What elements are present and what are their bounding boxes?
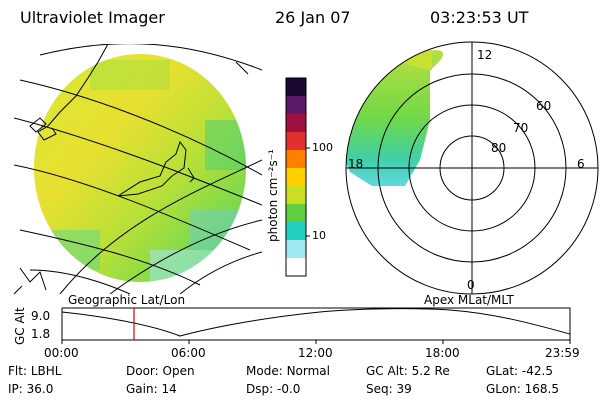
observation-date: 26 Jan 07 [275,8,351,27]
lat-label-70: 70 [513,121,528,135]
observation-time: 03:23:53 UT [430,8,529,27]
status-gain: Gain: 14 [126,382,177,396]
alt-xtick-1800: 18:00 [425,346,460,360]
colorbar-segment [286,258,306,277]
mlt-label-12: 12 [477,48,492,62]
colorbar-segment [286,204,306,223]
colorbar-segment [286,96,306,115]
alt-xtick-2359: 23:59 [545,346,580,360]
coastlines [13,43,249,295]
altitude-xticks [61,340,571,344]
status-ip: IP: 36.0 [8,382,54,396]
status-dsp: Dsp: -0.0 [246,382,301,396]
polar-emission-region [346,50,443,186]
mlt-label-0: 0 [467,278,475,292]
polar-plot-label: Apex MLat/MLT [424,293,514,307]
colorbar-segment [286,150,306,169]
colorbar-frame [285,77,307,277]
color-scale-bar [285,77,310,277]
alt-ytick-9: 9.0 [31,309,50,323]
alt-ylabel: GC Alt [13,307,27,345]
colorbar-segment [286,78,306,97]
instrument-title: Ultraviolet Imager [20,8,165,27]
status-flt: Flt: LBHL [8,364,62,378]
colorbar-segment [286,222,306,241]
lat-lon-grid [14,44,262,294]
alt-xtick-0600: 06:00 [171,346,206,360]
colorbar-label: photon cm⁻²s⁻¹ [266,149,280,242]
alt-xtick-0000: 00:00 [44,346,79,360]
geographic-map [13,43,262,295]
colorbar-segment [286,132,306,151]
status-glat: GLat: -42.5 [486,364,553,378]
polar-grid [345,41,599,295]
geo-map-label: Geographic Lat/Lon [68,293,185,307]
altitude-curve [61,308,571,337]
status-gc-alt: GC Alt: 5.2 Re [366,364,450,378]
mlt-label-18: 18 [348,157,363,171]
altitude-plot: GC Alt 9.0 1.8 00:00 06:00 12:00 18:00 2… [13,307,580,360]
alt-xtick-1200: 12:00 [298,346,333,360]
lat-label-60: 60 [536,99,551,113]
polar-plot: 12 18 6 0 60 70 80 [345,41,599,295]
status-mode: Mode: Normal [246,364,330,378]
colorbar-segment [286,186,306,205]
colorbar-segment [286,168,306,187]
mlt-label-6: 6 [577,157,585,171]
alt-ytick-1.8: 1.8 [31,327,50,341]
lat-label-80: 80 [491,141,506,155]
colorbar-segment [286,240,306,259]
colorbar-segment [286,114,306,133]
colorbar-tick-10: 10 [312,229,326,242]
status-seq: Seq: 39 [366,382,412,396]
status-door: Door: Open [126,364,195,378]
status-glon: GLon: 168.5 [486,382,559,396]
colorbar-tick-100: 100 [312,141,333,154]
